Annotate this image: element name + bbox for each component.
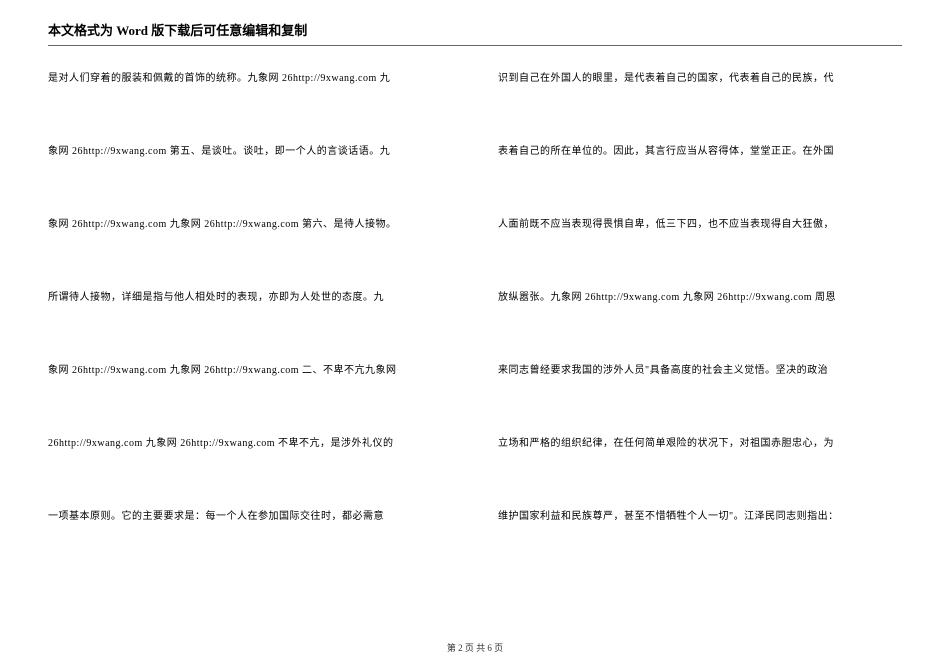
document-header: 本文格式为 Word 版下载后可任意编辑和复制 — [48, 20, 902, 46]
text-line: 人面前既不应当表现得畏惧自卑，低三下四，也不应当表现得自大狂傲， — [498, 216, 902, 233]
page-footer: 第 2 页 共 6 页 — [0, 641, 950, 654]
column-left: 是对人们穿着的服装和佩戴的首饰的统称。九象网 26http://9xwang.c… — [48, 70, 452, 525]
text-line: 象网 26http://9xwang.com 九象网 26http://9xwa… — [48, 216, 452, 233]
header-rule — [48, 45, 902, 46]
page-number: 第 2 页 共 6 页 — [447, 643, 503, 653]
text-line: 识到自己在外国人的眼里，是代表着自己的国家，代表着自己的民族，代 — [498, 70, 902, 87]
text-line: 象网 26http://9xwang.com 第五、是谈吐。谈吐，即一个人的言谈… — [48, 143, 452, 160]
header-title: 本文格式为 Word 版下载后可任意编辑和复制 — [48, 20, 902, 43]
text-line: 放纵嚣张。九象网 26http://9xwang.com 九象网 26http:… — [498, 289, 902, 306]
text-line: 来同志曾经要求我国的涉外人员"具备高度的社会主义觉悟。坚决的政治 — [498, 362, 902, 379]
text-line: 立场和严格的组织纪律，在任何简单艰险的状况下，对祖国赤胆忠心，为 — [498, 435, 902, 452]
text-line: 表着自己的所在单位的。因此，其言行应当从容得体，堂堂正正。在外国 — [498, 143, 902, 160]
text-line: 26http://9xwang.com 九象网 26http://9xwang.… — [48, 435, 452, 452]
text-line: 象网 26http://9xwang.com 九象网 26http://9xwa… — [48, 362, 452, 379]
text-line: 一项基本原则。它的主要要求是：每一个人在参加国际交往时，都必需意 — [48, 508, 452, 525]
text-line: 是对人们穿着的服装和佩戴的首饰的统称。九象网 26http://9xwang.c… — [48, 70, 452, 87]
document-body: 是对人们穿着的服装和佩戴的首饰的统称。九象网 26http://9xwang.c… — [48, 70, 902, 525]
text-line: 维护国家利益和民族尊严，甚至不惜牺牲个人一切"。江泽民同志则指出： — [498, 508, 902, 525]
text-line: 所谓待人接物，详细是指与他人相处时的表现，亦即为人处世的态度。九 — [48, 289, 452, 306]
column-right: 识到自己在外国人的眼里，是代表着自己的国家，代表着自己的民族，代 表着自己的所在… — [498, 70, 902, 525]
